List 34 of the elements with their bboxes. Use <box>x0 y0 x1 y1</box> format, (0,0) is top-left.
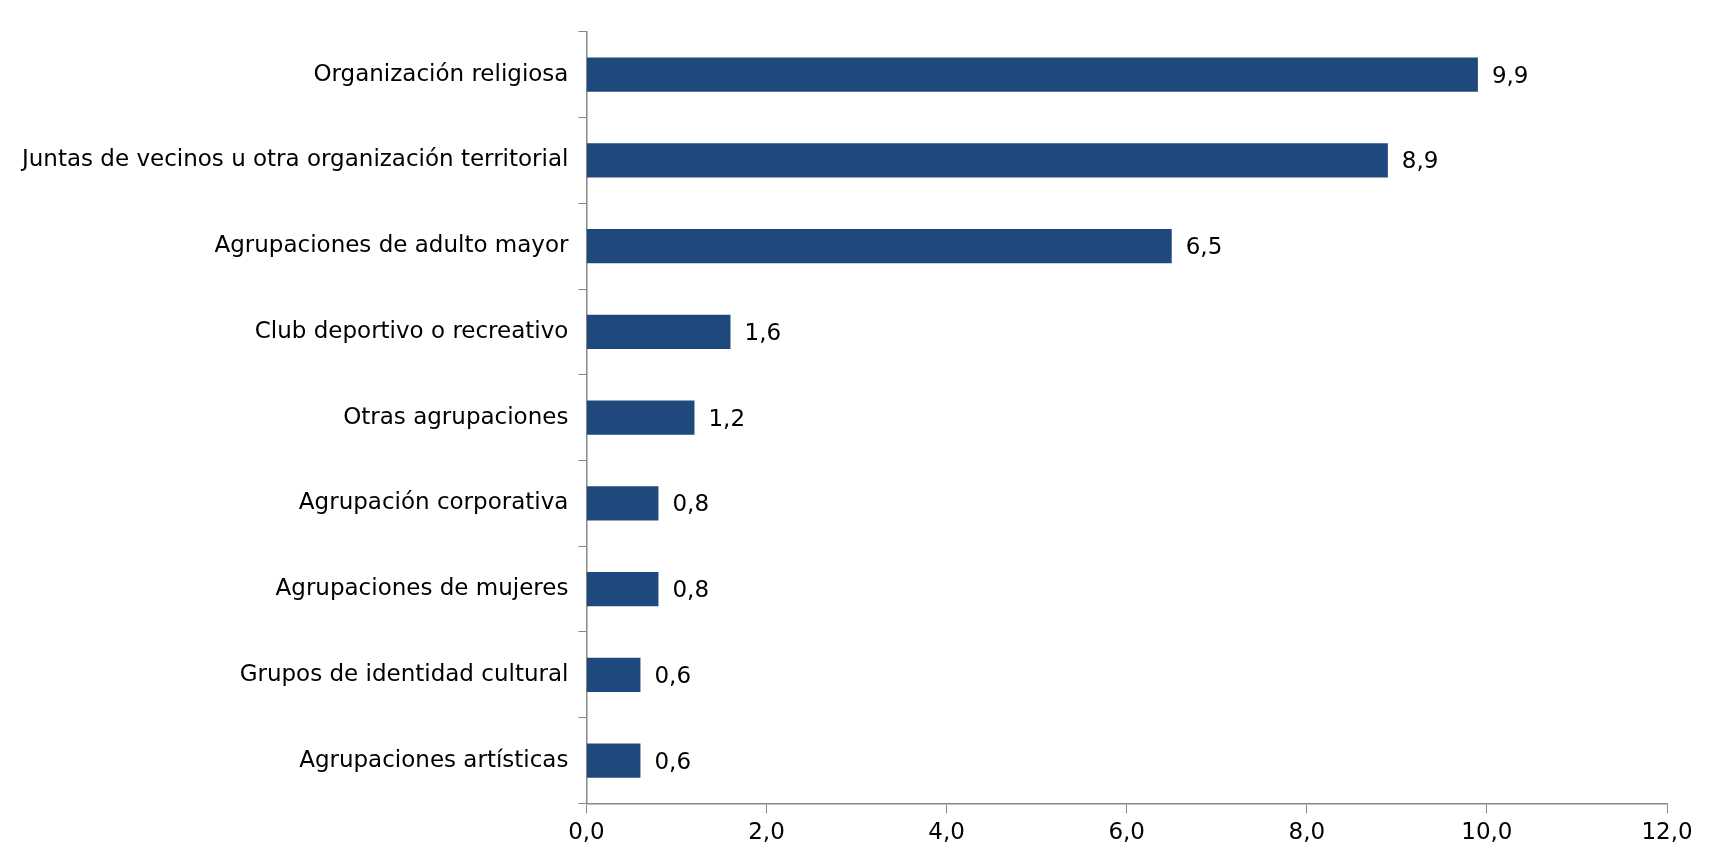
bar <box>586 657 641 692</box>
x-tick-label: 6,0 <box>1108 818 1145 845</box>
data-label: 6,5 <box>1185 233 1223 260</box>
data-label: 0,6 <box>654 661 692 688</box>
x-tick-label: 8,0 <box>1288 818 1326 845</box>
x-tick-label: 0,0 <box>568 818 605 845</box>
y-tick-label: Juntas de vecinos u otra organización territorial <box>20 145 569 172</box>
x-tick-label: 4,0 <box>928 818 965 845</box>
bar <box>586 143 1388 178</box>
bar <box>586 57 1478 92</box>
data-label: 1,2 <box>708 404 746 431</box>
bar <box>586 486 659 521</box>
y-tick-label: Agrupaciones artísticas <box>299 745 569 772</box>
bar <box>586 228 1172 264</box>
y-tick-label: Club deportivo o recreativo <box>254 316 569 343</box>
x-tick-label: 2,0 <box>748 818 785 845</box>
data-label: 9,9 <box>1491 61 1529 88</box>
y-tick-label: Grupos de identidad cultural <box>239 659 569 686</box>
y-tick-label: Agrupaciones de mujeres <box>275 574 569 601</box>
bar <box>586 314 731 350</box>
bar <box>586 400 695 435</box>
y-tick-label: Agrupaciones de adulto mayor <box>214 231 569 258</box>
bar <box>586 571 659 607</box>
data-label: 1,6 <box>744 318 782 345</box>
data-label: 0,8 <box>672 576 710 603</box>
x-tick-label: 12,0 <box>1641 818 1693 845</box>
data-label: 0,6 <box>654 747 692 774</box>
data-label: 8,9 <box>1401 147 1439 174</box>
y-tick-label: Agrupación corporativa <box>298 488 569 515</box>
x-tick-label: 10,0 <box>1461 818 1513 845</box>
y-tick-label: Organización religiosa <box>313 59 569 86</box>
y-tick-label: Otras agrupaciones <box>343 402 569 429</box>
data-label: 0,8 <box>672 490 710 517</box>
bar <box>586 743 641 778</box>
